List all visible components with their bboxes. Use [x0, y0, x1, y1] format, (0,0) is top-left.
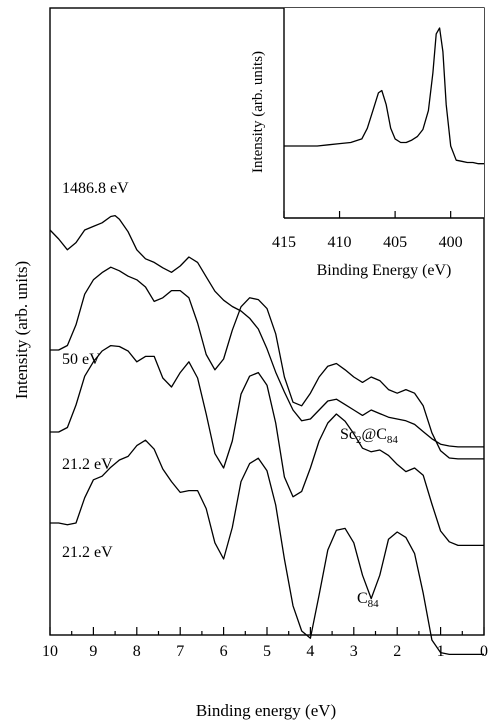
annotation-21-ev-a: 21.2 eV — [62, 456, 113, 473]
main-x-tick-label: 3 — [350, 643, 358, 660]
spectrum-line-1 — [49, 214, 484, 448]
main-x-tick-label: 8 — [133, 643, 141, 660]
inset-x-tick-label: 405 — [383, 234, 407, 251]
inset-x-ticks: 415 410 405 400 — [272, 211, 463, 251]
main-y-axis-label: Intensity (arb. units) — [12, 261, 31, 399]
main-x-tick-label: 2 — [393, 643, 401, 660]
main-x-tick-label: 6 — [220, 643, 228, 660]
spectrum-line-2 — [50, 266, 484, 460]
main-x-tick-label: 5 — [263, 643, 271, 660]
label-sc2-c84-sc: Sc — [340, 426, 356, 443]
main-series — [49, 214, 484, 656]
main-x-axis-label: Binding energy (eV) — [196, 701, 336, 720]
label-c84: C84 — [357, 590, 379, 610]
label-sc2-c84-sub2: 84 — [387, 434, 399, 446]
inset-x-tick-label: 410 — [328, 234, 352, 251]
inset-x-tick-label: 415 — [272, 234, 296, 251]
main-plot: 10 9 8 7 6 5 4 3 2 1 0 Intensity (arb. units) Bind… — [12, 7, 488, 720]
annotation-50-ev: 50 eV — [62, 351, 101, 368]
main-x-tick-label: 4 — [306, 643, 314, 660]
inset-series — [284, 27, 484, 165]
inset-x-tick-label: 400 — [439, 234, 463, 251]
spectrum-line-3 — [50, 344, 484, 547]
inset-x-axis-label: Binding Energy (eV) — [317, 262, 452, 279]
main-x-tick-label: 10 — [42, 643, 58, 660]
main-x-tick-label: 0 — [480, 643, 488, 660]
label-sc2-c84-at: @C — [362, 426, 387, 443]
label-c84-sub: 84 — [368, 598, 380, 610]
label-sc2-c84-sub1: 2 — [356, 434, 362, 446]
main-x-ticks: 10 9 8 7 6 5 4 3 2 1 0 — [42, 627, 488, 660]
annotation-1486-ev: 1486.8 eV — [62, 180, 129, 197]
main-x-tick-label: 9 — [89, 643, 97, 660]
annotation-21-ev-b: 21.2 eV — [62, 544, 113, 561]
inset-plot: 415 410 405 400 Intensity (arb. units) Bind… — [250, 8, 484, 279]
label-c84-c: C — [357, 590, 368, 607]
inset-background — [284, 8, 484, 218]
inset-y-axis-label: Intensity (arb. units) — [250, 51, 266, 173]
label-sc2-c84: Sc2@C84 — [340, 426, 398, 446]
main-x-tick-label: 7 — [176, 643, 184, 660]
inset-spectrum-line — [284, 27, 484, 165]
spectrum-line-4 — [50, 439, 484, 656]
